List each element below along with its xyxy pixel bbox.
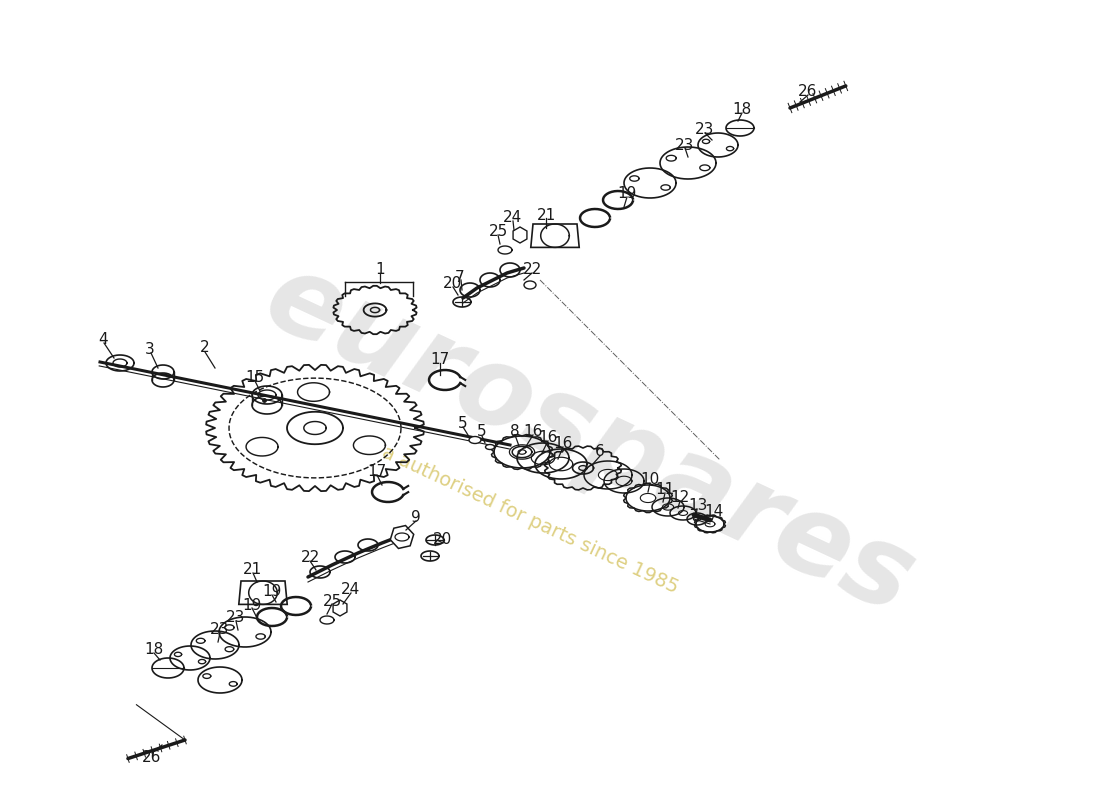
Text: 1: 1 <box>375 262 385 278</box>
Text: 24: 24 <box>504 210 522 226</box>
Text: 22: 22 <box>522 262 541 278</box>
Text: 3: 3 <box>145 342 155 358</box>
Text: 14: 14 <box>704 505 724 519</box>
Text: 12: 12 <box>670 490 690 506</box>
Text: 11: 11 <box>656 482 674 498</box>
Ellipse shape <box>469 437 481 443</box>
Text: 21: 21 <box>243 562 263 578</box>
Text: 19: 19 <box>242 598 262 613</box>
Text: 23: 23 <box>675 138 695 153</box>
Text: 10: 10 <box>640 473 660 487</box>
Text: 9: 9 <box>411 510 421 526</box>
Text: 26: 26 <box>799 85 817 99</box>
Ellipse shape <box>524 281 536 289</box>
Text: 23: 23 <box>227 610 245 626</box>
Text: 7: 7 <box>455 270 465 285</box>
Text: eurospares: eurospares <box>249 243 931 637</box>
Polygon shape <box>239 581 287 605</box>
Text: 13: 13 <box>689 498 707 514</box>
Text: 26: 26 <box>142 750 162 765</box>
Text: 17: 17 <box>430 353 450 367</box>
Text: 18: 18 <box>144 642 164 658</box>
Text: 19: 19 <box>262 585 282 599</box>
Text: 16: 16 <box>524 425 542 439</box>
Ellipse shape <box>485 445 495 450</box>
Text: 23: 23 <box>695 122 715 138</box>
Text: 23: 23 <box>210 622 230 638</box>
Text: 21: 21 <box>537 207 556 222</box>
Text: 18: 18 <box>733 102 751 118</box>
Text: 2: 2 <box>200 341 210 355</box>
Text: a authorised for parts since 1985: a authorised for parts since 1985 <box>378 442 681 598</box>
Text: 5: 5 <box>459 417 468 431</box>
Text: 17: 17 <box>367 465 386 479</box>
Text: 19: 19 <box>617 186 637 202</box>
Text: 8: 8 <box>510 425 520 439</box>
Text: 16: 16 <box>553 437 573 451</box>
Text: 4: 4 <box>98 333 108 347</box>
Text: 22: 22 <box>300 550 320 566</box>
Text: 15: 15 <box>245 370 265 386</box>
Text: 25: 25 <box>322 594 342 609</box>
Text: 6: 6 <box>595 445 605 459</box>
Text: 20: 20 <box>433 533 452 547</box>
Text: 25: 25 <box>488 225 507 239</box>
Text: 16: 16 <box>538 430 558 446</box>
Text: 20: 20 <box>443 277 463 291</box>
Text: 5: 5 <box>477 425 487 439</box>
Polygon shape <box>531 224 580 247</box>
Text: 24: 24 <box>341 582 361 598</box>
